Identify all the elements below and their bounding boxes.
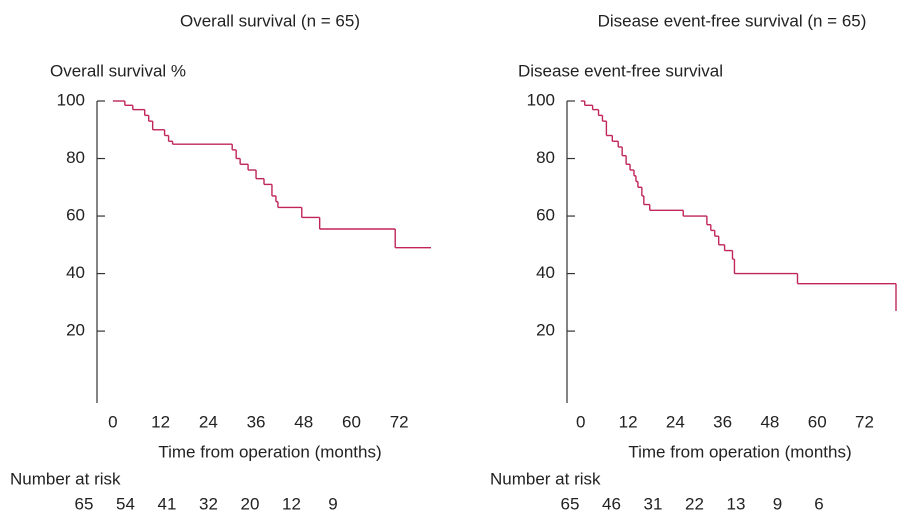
y-tick-label: 60 [536,206,555,225]
x-tick-label: 60 [808,412,827,431]
y-tick-label: 20 [536,321,555,340]
at-risk-value: 54 [116,494,135,513]
x-tick-label: 24 [666,412,685,431]
x-tick-label: 24 [199,412,218,431]
at-risk-value: 65 [561,494,580,513]
y-tick-label: 80 [66,148,85,167]
x-tick-label: 36 [713,412,732,431]
chart-title: Overall survival (n = 65) [180,11,360,30]
at-risk-value: 41 [158,494,177,513]
y-tick-label: 60 [66,206,85,225]
y-tick-label: 100 [527,90,555,109]
at-risk-value: 6 [814,494,823,513]
at-risk-value: 46 [602,494,621,513]
at-risk-value: 20 [241,494,260,513]
at-risk-value: 65 [75,494,94,513]
y-tick-label: 20 [66,321,85,340]
y-tick-label: 40 [66,263,85,282]
risk-label: Number at risk [490,469,601,488]
at-risk-value: 12 [282,494,301,513]
x-axis-label: Time from operation (months) [628,442,851,461]
x-axis-label: Time from operation (months) [158,442,381,461]
x-tick-label: 12 [619,412,638,431]
x-tick-label: 12 [151,412,170,431]
x-tick-label: 36 [247,412,266,431]
x-tick-label: 0 [576,412,585,431]
at-risk-value: 32 [199,494,218,513]
x-tick-label: 72 [855,412,874,431]
at-risk-value: 22 [685,494,704,513]
y-axis-label: Disease event-free survival [518,61,723,80]
x-tick-label: 72 [390,412,409,431]
at-risk-value: 31 [644,494,663,513]
x-tick-label: 60 [342,412,361,431]
y-tick-label: 40 [536,263,555,282]
chart-title: Disease event-free survival (n = 65) [598,11,867,30]
at-risk-value: 9 [328,494,337,513]
y-axis-label: Overall survival % [50,61,186,80]
x-tick-label: 48 [760,412,779,431]
y-tick-label: 100 [57,90,85,109]
risk-label: Number at risk [10,469,121,488]
y-tick-label: 80 [536,148,555,167]
x-tick-label: 0 [108,412,117,431]
at-risk-value: 13 [727,494,746,513]
x-tick-label: 48 [294,412,313,431]
at-risk-value: 9 [773,494,782,513]
